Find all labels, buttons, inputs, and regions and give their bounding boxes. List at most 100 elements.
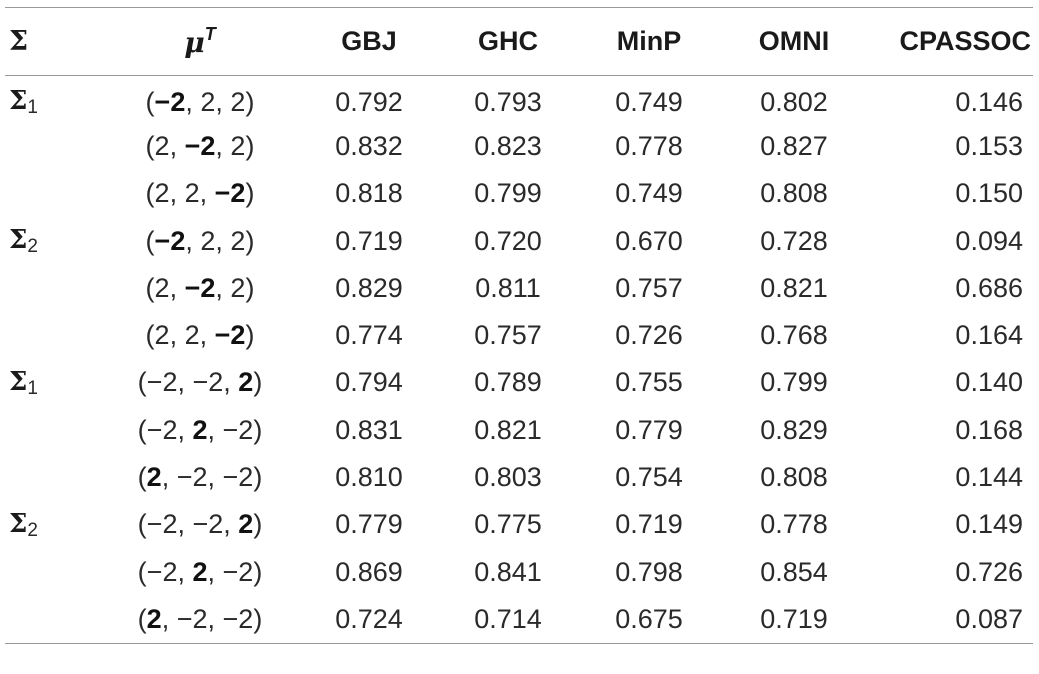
gbj-value: 0.810: [335, 462, 403, 493]
mu-vector-cell: (−2, 2, −2): [137, 556, 263, 587]
mu-vector-cell: (−2, −2, 2): [137, 509, 263, 540]
mu-component: 2: [230, 272, 246, 303]
minp-value: 0.779: [615, 414, 683, 445]
sigma-cell: [5, 548, 100, 595]
ghc-value: 0.793: [474, 86, 542, 117]
omni-value: 0.728: [760, 225, 828, 256]
results-table: Σ μT GBJ GHC MinP OMNI CPASSOC Σ1 (−2, 2,…: [5, 7, 1033, 644]
sigma-subscript: 1: [27, 377, 38, 399]
minp-value: 0.757: [615, 272, 683, 303]
cpassoc-value: 0.686: [955, 272, 1023, 303]
mu-component: 2: [154, 320, 170, 351]
table-row: (2, 2, −2) 0.818 0.799 0.749 0.808 0.150: [5, 170, 1033, 217]
mu-vector-cell: (2, −2, 2): [145, 272, 255, 303]
ghc-value: 0.714: [438, 595, 578, 644]
mu-vector-cell: (−2, −2, 2): [137, 367, 263, 398]
mu-component: 2: [230, 86, 246, 117]
ghc-value: 0.821: [474, 414, 542, 445]
mu-component: 2: [184, 178, 200, 209]
omni-value: 0.802: [760, 86, 828, 117]
cpassoc-value: 0.153: [955, 130, 1023, 161]
mu-component: −2: [154, 86, 186, 117]
mu-component: −2: [214, 178, 246, 209]
ghc-value: 0.789: [474, 367, 542, 398]
sigma-cell: [5, 265, 100, 312]
omni-value: 0.808: [760, 462, 828, 493]
mu-vector-cell: (2, −2, −2): [100, 595, 300, 644]
omni-value: 0.799: [760, 367, 828, 398]
gbj-value: 0.818: [335, 178, 403, 209]
cpassoc-value: 0.146: [955, 86, 1023, 117]
gbj-value: 0.832: [335, 130, 403, 161]
minp-value: 0.778: [615, 130, 683, 161]
ghc-value: 0.775: [474, 509, 542, 540]
mu-component: 2: [200, 225, 216, 256]
sigma-cell: [5, 170, 100, 217]
header-omni: OMNI: [720, 7, 868, 76]
omni-value: 0.768: [760, 320, 828, 351]
table-row: (2, −2, −2) 0.810 0.803 0.754 0.808 0.144: [5, 454, 1033, 501]
table-row: (2, −2, 2) 0.829 0.811 0.757 0.821 0.686: [5, 265, 1033, 312]
mu-vector-cell: (−2, 2, 2): [145, 86, 255, 117]
table-row: Σ1 (−2, −2, 2) 0.794 0.789 0.755 0.799 0.140: [5, 359, 1033, 406]
gbj-value: 0.829: [335, 272, 403, 303]
gbj-value: 0.869: [335, 556, 403, 587]
ghc-value: 0.799: [474, 178, 542, 209]
cpassoc-value: 0.168: [955, 414, 1023, 445]
header-row: Σ μT GBJ GHC MinP OMNI CPASSOC: [5, 7, 1033, 76]
minp-value: 0.726: [615, 320, 683, 351]
omni-value: 0.808: [760, 178, 828, 209]
sigma-subscript: 2: [27, 519, 38, 541]
mu-vector-cell: (2, 2, −2): [145, 320, 255, 351]
gbj-value: 0.719: [335, 225, 403, 256]
sigma-symbol: Σ: [9, 366, 28, 397]
mu-component: 2: [230, 225, 246, 256]
mu-component: 2: [154, 178, 170, 209]
header-sigma: Σ: [5, 7, 100, 76]
sigma-cell: [5, 454, 100, 501]
mu-component: 2: [192, 414, 208, 445]
mu-component: 2: [238, 367, 254, 398]
mu-header-text: μ: [184, 26, 205, 59]
omni-value: 0.854: [760, 556, 828, 587]
mu-component: −2: [214, 320, 246, 351]
mu-component: 2: [238, 509, 254, 540]
sigma-subscript: 1: [27, 97, 38, 119]
mu-component: 2: [146, 603, 162, 634]
mu-component: −2: [192, 367, 224, 398]
mu-component: −2: [222, 603, 254, 634]
minp-value: 0.754: [615, 462, 683, 493]
omni-value: 0.829: [760, 414, 828, 445]
mu-component: 2: [230, 130, 246, 161]
omni-value: 0.821: [760, 272, 828, 303]
mu-vector-cell: (2, −2, −2): [137, 462, 263, 493]
mu-vector-cell: (2, −2, 2): [145, 130, 255, 161]
mu-vector-cell: (2, 2, −2): [145, 178, 255, 209]
cpassoc-value: 0.094: [955, 225, 1023, 256]
mu-vector-cell: (−2, 2, −2): [137, 414, 263, 445]
mu-component: 2: [146, 462, 162, 493]
gbj-value: 0.779: [335, 509, 403, 540]
sigma-cell: Σ1: [5, 76, 100, 123]
mu-component: −2: [192, 509, 224, 540]
table-row: (−2, 2, −2) 0.869 0.841 0.798 0.854 0.726: [5, 548, 1033, 595]
mu-component: −2: [222, 462, 254, 493]
table-row: (2, −2, −2) 0.724 0.714 0.675 0.719 0.087: [5, 595, 1033, 644]
ghc-value: 0.841: [474, 556, 542, 587]
ghc-value: 0.803: [474, 462, 542, 493]
mu-header-superscript: T: [204, 24, 216, 44]
gbj-value: 0.774: [335, 320, 403, 351]
table-row: (2, 2, −2) 0.774 0.757 0.726 0.768 0.164: [5, 312, 1033, 359]
sigma-subscript: 2: [27, 236, 38, 258]
mu-component: −2: [146, 367, 178, 398]
mu-component: 2: [154, 272, 170, 303]
mu-component: 2: [154, 130, 170, 161]
table-row: (−2, 2, −2) 0.831 0.821 0.779 0.829 0.168: [5, 407, 1033, 454]
mu-component: 2: [200, 86, 216, 117]
ghc-value: 0.823: [474, 130, 542, 161]
ghc-value: 0.757: [474, 320, 542, 351]
table-row: Σ2 (−2, 2, 2) 0.719 0.720 0.670 0.728 0.094: [5, 217, 1033, 264]
gbj-value: 0.794: [335, 367, 403, 398]
ghc-value: 0.720: [474, 225, 542, 256]
mu-component: −2: [146, 556, 178, 587]
